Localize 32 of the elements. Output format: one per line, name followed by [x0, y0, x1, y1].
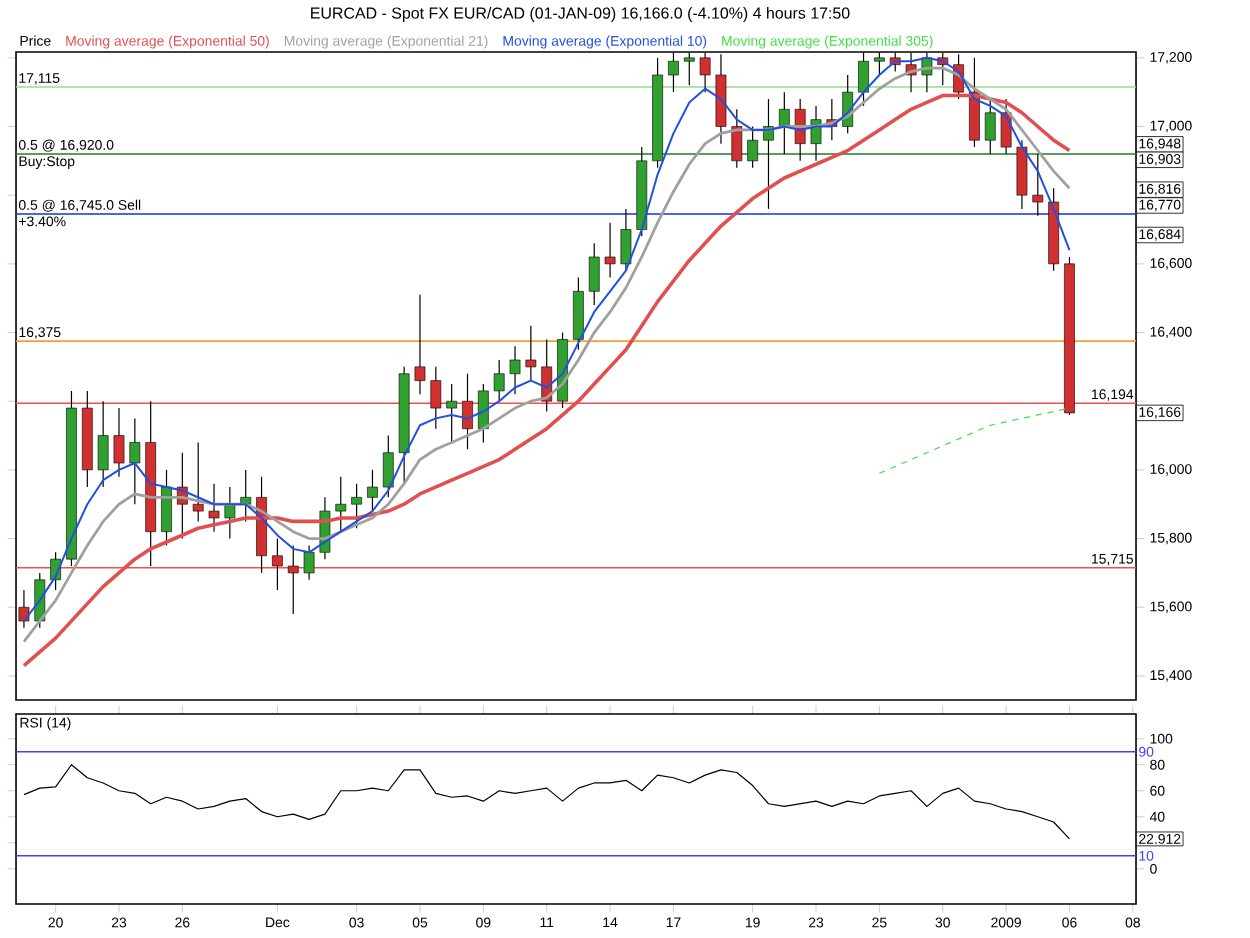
- candlestick: [525, 325, 537, 382]
- candlestick: [620, 208, 632, 272]
- candlestick: [509, 345, 521, 395]
- candlestick: [113, 407, 125, 478]
- candlestick: [462, 373, 473, 450]
- candlestick: [810, 105, 822, 162]
- candlestick: [335, 476, 347, 533]
- candlestick: [414, 294, 426, 395]
- candlestick: [747, 125, 759, 169]
- candlestick: [1032, 153, 1044, 217]
- candlestick: [477, 383, 489, 444]
- candlestick: [287, 544, 299, 615]
- candlestick: [588, 242, 600, 306]
- candlestick: [97, 400, 109, 488]
- candlestick: [1000, 98, 1012, 155]
- candlestick: [763, 98, 774, 210]
- candlestick: [604, 222, 616, 279]
- candlestick: [446, 383, 458, 444]
- candlestick: [303, 544, 315, 581]
- candlestick: [493, 359, 505, 402]
- candlestick: [778, 91, 790, 155]
- candlestick: [430, 366, 442, 430]
- candlestick: [161, 469, 172, 547]
- candlestick: [382, 434, 394, 498]
- candlestick: [208, 483, 220, 533]
- candlestick: [224, 486, 236, 540]
- candlestick: [984, 98, 996, 155]
- candlestick: [192, 441, 204, 522]
- candlestick: [731, 108, 743, 169]
- candlestick: [129, 417, 141, 505]
- candlestick: [367, 469, 378, 512]
- candlestick: [272, 537, 283, 591]
